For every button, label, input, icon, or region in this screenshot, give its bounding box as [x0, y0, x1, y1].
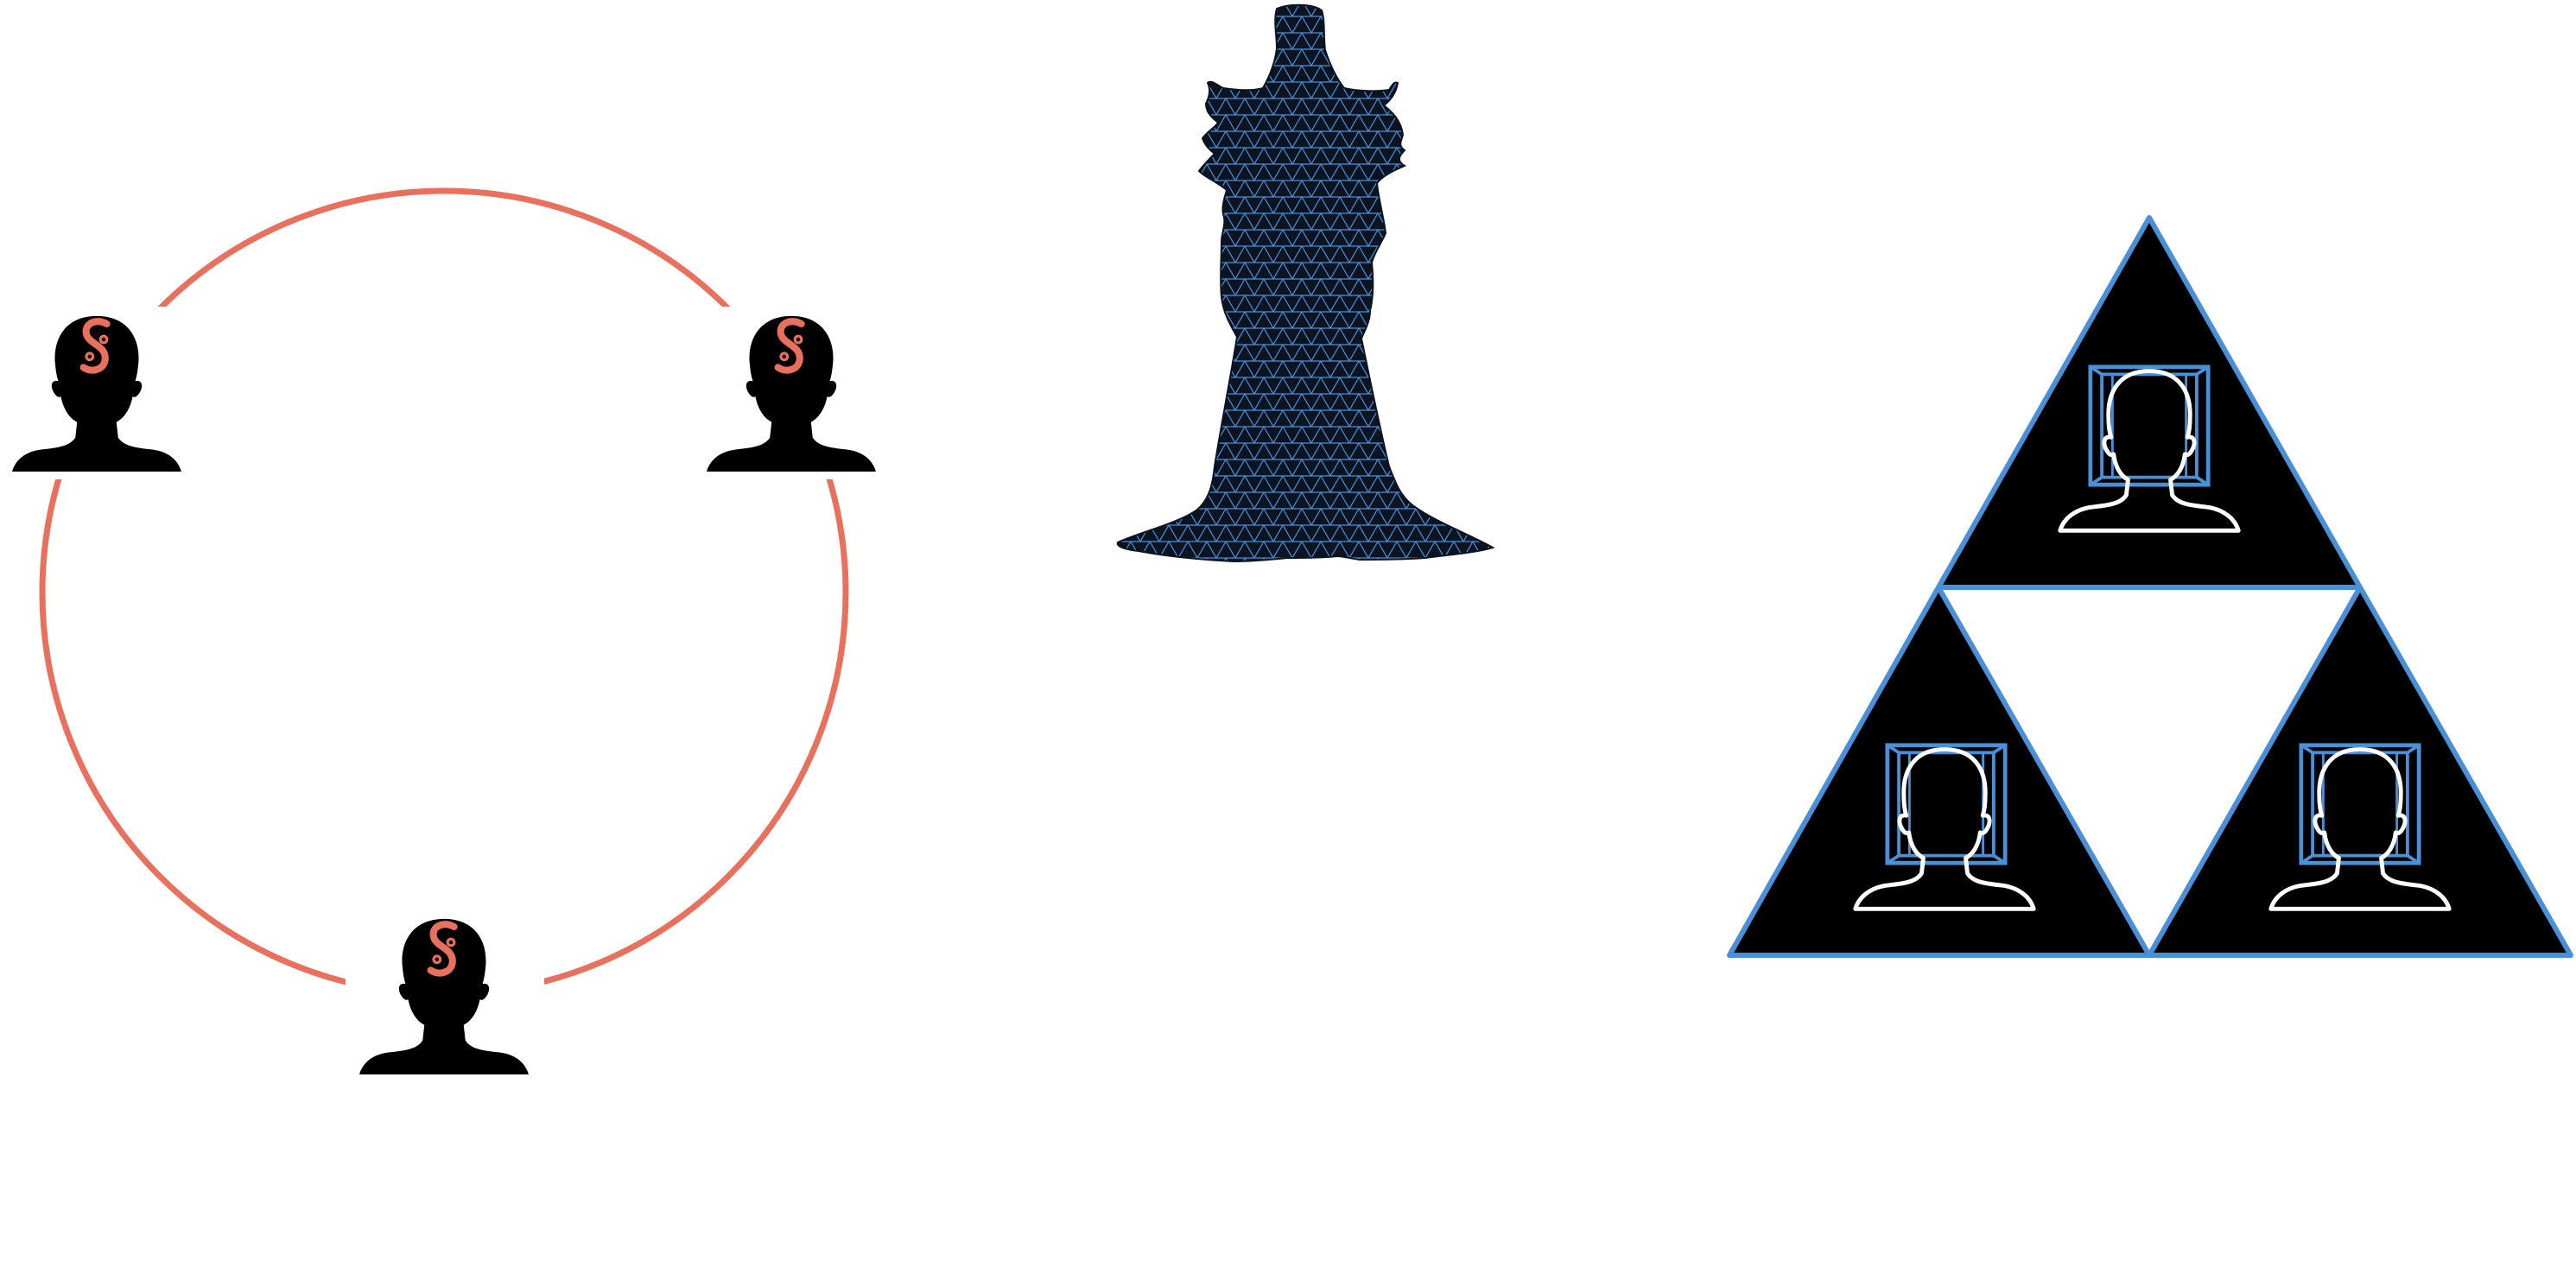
robed-figure-icon: [1116, 3, 1495, 563]
person-head-icon: [346, 907, 544, 1080]
ring-group: [0, 187, 890, 1080]
person-head-icon: [0, 307, 199, 479]
triangle-group: [1727, 215, 2573, 958]
triangle-top: [1936, 215, 2363, 590]
triangle-bottom-left: [1727, 585, 2152, 958]
person-head-icon: [691, 307, 890, 479]
triangle-bottom-right: [2147, 585, 2573, 958]
